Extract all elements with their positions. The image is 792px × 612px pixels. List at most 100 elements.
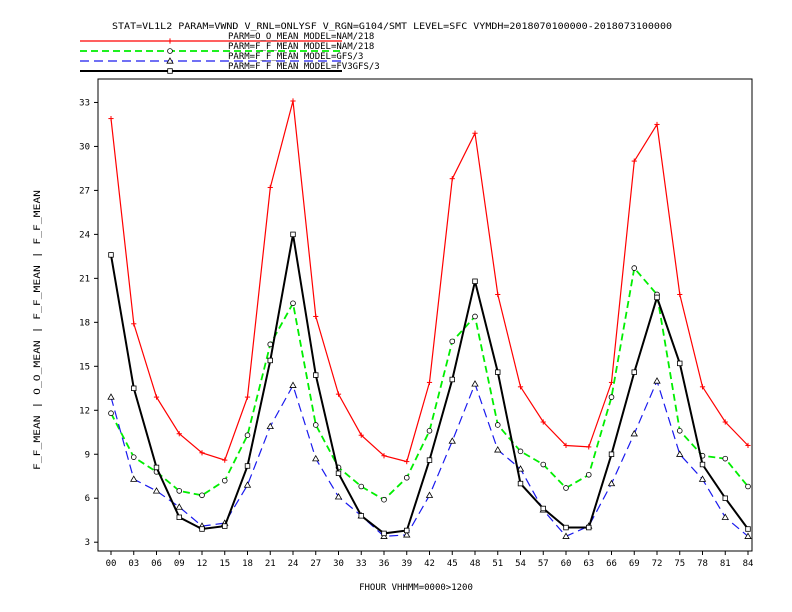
data-point — [222, 457, 228, 463]
data-point — [698, 475, 707, 482]
x-tick-label: 63 — [583, 559, 594, 569]
data-point — [199, 492, 205, 499]
x-tick-label: 39 — [401, 559, 412, 569]
x-tick-label: 81 — [720, 559, 731, 569]
data-point — [130, 475, 138, 482]
data-point — [517, 448, 524, 455]
data-point — [153, 464, 160, 471]
data-point — [745, 442, 751, 449]
x-tick-label: 15 — [219, 559, 230, 569]
data-point — [381, 453, 387, 459]
data-point — [313, 372, 319, 378]
data-point — [563, 524, 569, 531]
x-tick-label: 03 — [128, 559, 139, 569]
data-point — [130, 454, 137, 460]
data-point — [335, 470, 342, 477]
data-point — [222, 523, 228, 529]
data-point — [699, 461, 706, 468]
data-point — [654, 121, 660, 128]
data-point — [449, 176, 455, 182]
data-point — [267, 184, 273, 191]
data-point — [608, 451, 615, 457]
data-point — [449, 338, 456, 345]
x-tick-label: 72 — [652, 559, 663, 569]
data-point — [517, 480, 524, 487]
data-point — [676, 450, 684, 457]
data-point — [176, 514, 182, 520]
data-point — [358, 432, 364, 438]
y-tick-label: 18 — [79, 318, 90, 328]
x-tick-label: 75 — [674, 559, 685, 569]
series-1 — [108, 98, 751, 465]
data-point — [358, 513, 364, 519]
data-point — [585, 471, 592, 478]
data-point — [722, 419, 728, 425]
data-point — [472, 278, 478, 284]
data-point — [721, 513, 729, 520]
x-tick-label: 60 — [561, 559, 572, 569]
x-tick-label: 06 — [151, 559, 162, 569]
legend-item: PARM=F_F_MEAN MODEL=FV3GFS/3 — [80, 62, 380, 74]
data-point — [244, 394, 251, 400]
data-point — [699, 384, 706, 390]
data-point — [722, 495, 728, 501]
y-tick-label: 12 — [79, 406, 90, 416]
y-tick-label: 9 — [85, 450, 90, 460]
data-point — [290, 231, 296, 238]
plot-area — [97, 78, 753, 552]
x-tick-label: 33 — [356, 559, 367, 569]
data-point — [404, 527, 410, 534]
x-tick-label: 21 — [265, 559, 276, 569]
data-point — [744, 532, 752, 539]
x-tick-label: 69 — [629, 559, 640, 569]
data-point — [426, 428, 433, 434]
data-point — [630, 429, 638, 437]
data-point — [586, 524, 592, 531]
x-tick-label: 00 — [106, 559, 117, 569]
x-axis: 00 03 06 09 12 15 18 21 24 27 30 33 36 39 42 45 48 51 54 57… — [106, 551, 753, 569]
data-point — [448, 437, 456, 444]
data-point — [403, 474, 410, 481]
data-point — [167, 68, 173, 74]
x-tick-label: 09 — [174, 559, 185, 569]
data-point — [312, 422, 319, 428]
data-point — [562, 532, 570, 539]
data-point — [313, 313, 319, 320]
y-tick-label: 6 — [85, 494, 90, 504]
data-point — [266, 422, 274, 430]
x-tick-label: 36 — [379, 559, 390, 569]
data-point — [425, 491, 434, 498]
data-point — [426, 457, 433, 463]
y-tick-label: 24 — [79, 230, 90, 240]
data-point — [176, 488, 183, 494]
data-point — [745, 483, 751, 490]
data-point — [495, 369, 501, 375]
x-tick-label: 57 — [538, 559, 549, 569]
data-point — [289, 381, 297, 388]
data-point — [608, 394, 615, 400]
data-point — [358, 483, 365, 490]
series-line — [110, 100, 749, 463]
data-point — [517, 384, 524, 390]
y-tick-label: 30 — [79, 142, 90, 152]
legend-item: PARM=F_F_MEAN MODEL=GFS/3 — [80, 52, 363, 64]
data-point — [108, 410, 114, 417]
data-point — [167, 38, 173, 44]
data-point — [586, 444, 592, 450]
data-point — [631, 265, 638, 271]
data-point — [653, 377, 661, 384]
data-point — [472, 313, 478, 320]
data-point — [107, 393, 115, 400]
x-tick-label: 45 — [447, 559, 458, 569]
x-tick-label: 18 — [242, 559, 253, 569]
legend-label: PARM=F_F_MEAN MODEL=GFS/3 — [228, 52, 363, 62]
data-point — [494, 446, 502, 453]
data-point — [267, 357, 273, 364]
x-axis-label: FHOUR VHHMM=0000>1200 — [359, 583, 473, 593]
data-point — [381, 496, 387, 503]
data-point — [540, 461, 547, 468]
x-tick-label: 30 — [333, 559, 344, 569]
data-point — [108, 115, 114, 122]
data-point — [152, 487, 161, 494]
